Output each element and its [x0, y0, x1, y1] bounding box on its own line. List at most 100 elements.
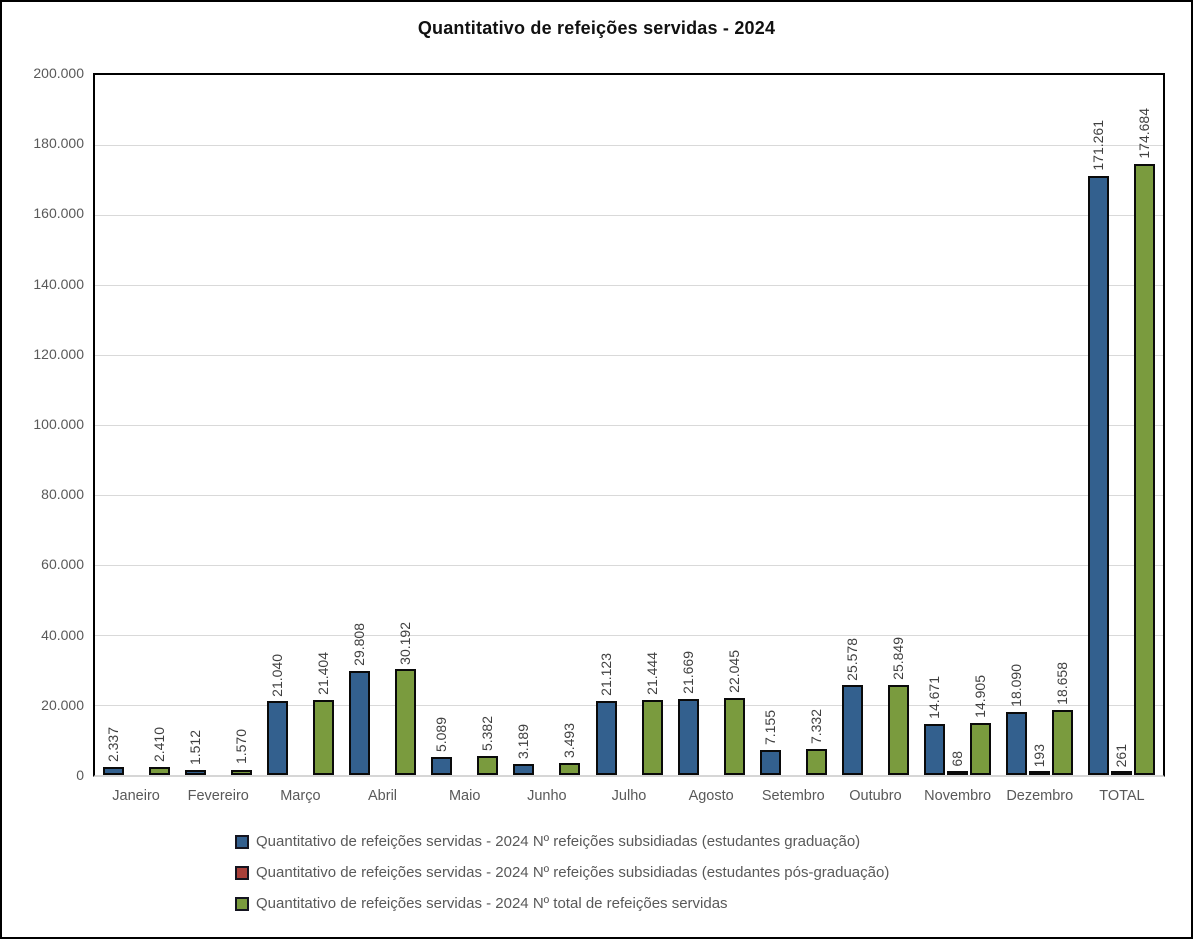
- bar-graduacao-setembro: [759, 749, 781, 775]
- bar-value-label: 21.669: [679, 651, 696, 695]
- bar-graduacao-abril: [349, 670, 371, 775]
- legend-swatch-total: [235, 896, 249, 911]
- gridline: [95, 705, 1163, 706]
- bar-graduacao-dezembro: [1006, 711, 1028, 775]
- y-axis-tick-label: 0: [76, 767, 84, 783]
- bar-value-label: 18.090: [1008, 663, 1025, 707]
- x-axis-label-abril: Abril: [368, 788, 398, 804]
- bar-total-abril: [395, 669, 417, 775]
- bar-value-label: 18.658: [1054, 661, 1071, 705]
- bar-graduacao-agosto: [677, 699, 699, 775]
- x-axis-label-outubro: Outubro: [849, 788, 902, 804]
- bar-value-label: 14.905: [972, 675, 989, 718]
- bar-total-março: [312, 700, 334, 775]
- bar-value-label: 5.382: [479, 716, 496, 752]
- y-axis-tick-label: 200.000: [33, 65, 84, 81]
- bar-value-label: 25.578: [843, 637, 860, 681]
- bar-value-label: 14.671: [926, 675, 943, 719]
- y-axis-tick-label: 80.000: [41, 486, 84, 503]
- y-axis-tick-label: 100.000: [33, 416, 84, 432]
- x-axis-label-maio: Maio: [448, 788, 481, 804]
- bar-value-label: 2.410: [150, 726, 167, 762]
- bar-graduacao-total: [1088, 175, 1110, 775]
- gridline: [95, 145, 1163, 146]
- gridline: [95, 635, 1163, 636]
- x-axis-label-setembro: Setembro: [761, 788, 825, 804]
- gridline: [95, 285, 1163, 286]
- legend-label-pos-graduacao: Quantitativo de refeições servidas - 202…: [256, 864, 890, 881]
- gridline: [95, 425, 1163, 426]
- bar-graduacao-fevereiro: [184, 769, 206, 775]
- bar-value-label: 21.040: [268, 653, 285, 697]
- bar-total-janeiro: [148, 766, 170, 775]
- legend-swatch-graduacao: [235, 834, 249, 849]
- gridline: [95, 495, 1163, 496]
- legend-item-total: Quantitativo de refeições servidas - 202…: [235, 895, 889, 912]
- bar-graduacao-junho: [513, 763, 535, 775]
- bar-total-maio: [477, 756, 499, 775]
- bar-total-junho: [559, 762, 581, 775]
- bar-total-fevereiro: [230, 769, 252, 775]
- bar-value-label: 2.337: [104, 726, 121, 762]
- x-axis-label-janeiro: Janeiro: [112, 788, 160, 804]
- bar-total-dezembro: [1052, 709, 1074, 775]
- legend-item-graduacao: Quantitativo de refeições servidas - 202…: [235, 833, 889, 850]
- bar-total-julho: [641, 699, 663, 775]
- bar-value-label: 25.849: [889, 636, 906, 680]
- gridline: [95, 355, 1163, 356]
- bar-graduacao-março: [266, 701, 288, 775]
- legend: Quantitativo de refeições servidas - 202…: [235, 833, 889, 912]
- bar-graduacao-maio: [431, 757, 453, 775]
- bar-value-label: 68: [949, 751, 966, 767]
- x-axis-label-junho: Junho: [527, 788, 567, 804]
- plot-area: 2.337 1.512 21.040 29.808 5.089 3.189 21.123 21…: [93, 73, 1165, 777]
- x-axis-label-fevereiro: Fevereiro: [187, 788, 249, 804]
- bar-value-label: 29.808: [351, 622, 368, 666]
- y-axis-tick-label: 180.000: [33, 135, 84, 152]
- y-axis-tick-label: 140.000: [33, 275, 84, 292]
- bar-value-label: 30.192: [397, 621, 414, 665]
- x-axis-label-novembro: Novembro: [924, 788, 992, 804]
- legend-label-graduacao: Quantitativo de refeições servidas - 202…: [256, 833, 861, 850]
- bar-value-label: 3.189: [515, 723, 532, 759]
- bar-pos-graduacao-dezembro: [1029, 771, 1051, 775]
- x-axis-label-dezembro: Dezembro: [1006, 788, 1074, 804]
- x-axis-label-março: Março: [280, 788, 321, 804]
- bar-value-label: 261: [1113, 743, 1130, 767]
- legend-swatch-pos-graduacao: [235, 865, 249, 880]
- bar-total-setembro: [805, 749, 827, 775]
- bar-value-label: 1.512: [186, 729, 203, 765]
- x-axis-label-total: TOTAL: [1099, 788, 1145, 804]
- x-axis-label-agosto: Agosto: [688, 788, 734, 804]
- bar-value-label: 7.155: [761, 709, 778, 745]
- bar-pos-graduacao-total: [1111, 771, 1133, 775]
- bar-value-label: 22.045: [725, 650, 742, 693]
- bar-value-label: 1.570: [232, 729, 249, 765]
- bar-graduacao-outubro: [841, 685, 863, 775]
- bar-total-total: [1134, 163, 1156, 775]
- bar-value-label: 21.444: [643, 652, 660, 695]
- bar-value-label: 21.404: [314, 652, 331, 696]
- legend-item-pos-graduacao: Quantitativo de refeições servidas - 202…: [235, 864, 889, 881]
- y-axis-tick-label: 20.000: [41, 696, 84, 713]
- bar-total-novembro: [970, 722, 992, 775]
- y-axis-tick-label: 60.000: [41, 556, 84, 573]
- bar-value-label: 3.493: [561, 722, 578, 758]
- gridline: [95, 565, 1163, 566]
- legend-label-total: Quantitativo de refeições servidas - 202…: [256, 895, 728, 912]
- bar-total-agosto: [723, 697, 745, 775]
- bar-graduacao-julho: [595, 701, 617, 775]
- bar-graduacao-novembro: [924, 723, 946, 775]
- bar-value-label: 5.089: [433, 717, 450, 753]
- y-axis-tick-label: 40.000: [41, 626, 84, 643]
- bar-value-label: 21.123: [597, 653, 614, 697]
- y-axis-tick-label: 120.000: [33, 345, 84, 362]
- x-axis-label-julho: Julho: [611, 788, 647, 804]
- gridline: [95, 215, 1163, 216]
- y-axis-tick-label: 160.000: [33, 205, 84, 222]
- bar-total-outubro: [887, 684, 909, 775]
- bar-value-label: 171.261: [1090, 119, 1107, 171]
- bar-value-label: 193: [1031, 743, 1048, 767]
- bar-graduacao-janeiro: [102, 766, 124, 775]
